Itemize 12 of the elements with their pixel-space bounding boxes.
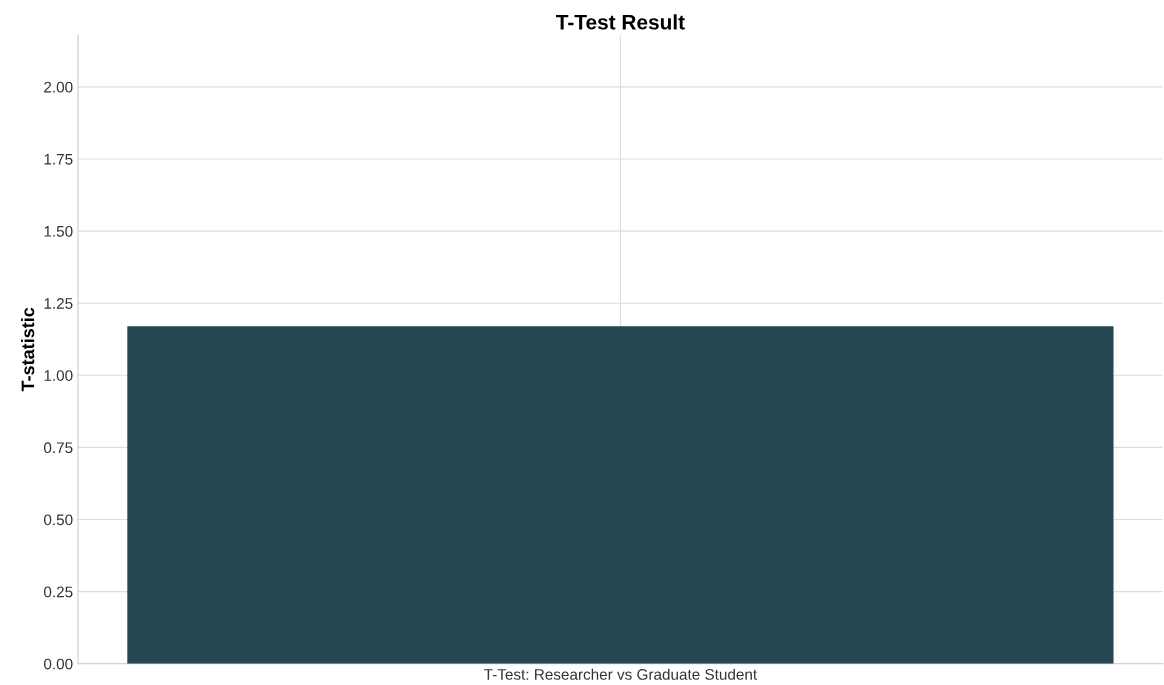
y-tick-label: 2.00 xyxy=(44,81,73,93)
y-tick-label: 1.00 xyxy=(44,370,73,381)
y-tick-label: 0.75 xyxy=(43,442,73,454)
y-tick-label: 1.25 xyxy=(44,298,73,309)
y-axis-title: T-statistic xyxy=(21,307,35,392)
chart-title: T-Test Result xyxy=(556,14,685,30)
y-tick-label: 0.00 xyxy=(43,658,73,670)
y-tick-label: 0.25 xyxy=(43,586,73,598)
x-tick-label: T-Test: Researcher vs Graduate Student xyxy=(484,668,758,680)
y-tick-label: 1.50 xyxy=(44,225,73,237)
y-tick-label: 1.75 xyxy=(44,154,73,165)
y-tick-label: 0.50 xyxy=(43,514,73,526)
